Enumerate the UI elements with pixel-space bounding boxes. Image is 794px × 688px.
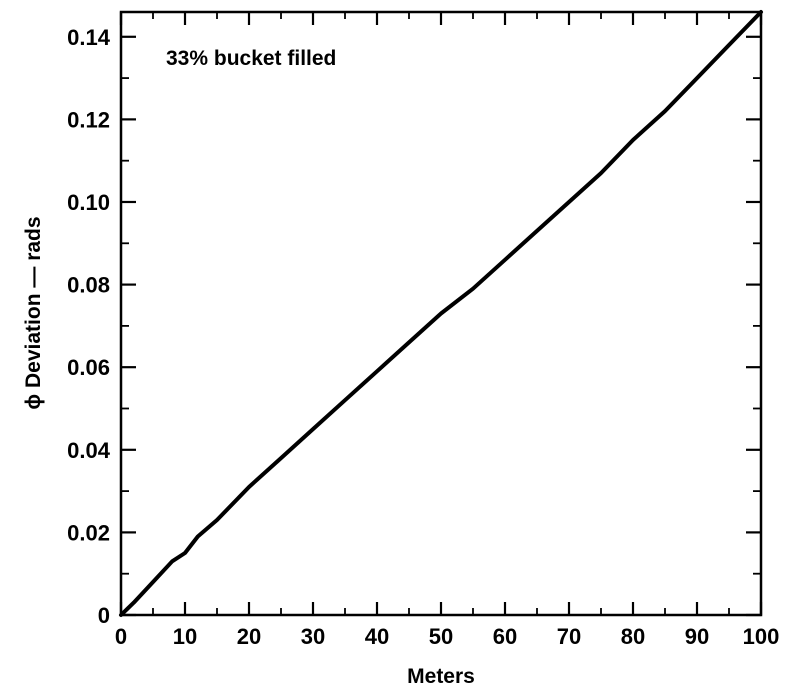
y-tick-label: 0.14: [67, 25, 111, 50]
y-tick-label: 0.02: [67, 520, 110, 545]
axis-ticks: [119, 12, 763, 617]
x-tick-label: 40: [365, 624, 389, 649]
series-group: [119, 10, 763, 617]
y-tick-label: 0: [98, 603, 110, 628]
x-tick-label: 50: [429, 624, 453, 649]
x-tick-label: 60: [493, 624, 517, 649]
x-tick-label: 80: [621, 624, 645, 649]
y-tick-labels: 0 0.02 0.04 0.06 0.08 0.10 0.12 0.14: [67, 25, 111, 628]
x-tick-label: 30: [301, 624, 325, 649]
y-tick-label: 0.06: [67, 355, 110, 380]
x-tick-label: 10: [173, 624, 197, 649]
series-line: [119, 10, 763, 617]
x-tick-label: 20: [237, 624, 261, 649]
x-tick-labels: 0 10 20 30 40 50 60 70 80 90 100: [115, 624, 779, 649]
x-tick-label: 100: [743, 624, 780, 649]
y-tick-label: 0.10: [67, 190, 110, 215]
y-tick-label: 0.12: [67, 107, 110, 132]
x-tick-label: 90: [685, 624, 709, 649]
y-tick-label: 0.04: [67, 438, 111, 463]
x-axis-title: Meters: [407, 665, 475, 688]
chart-annotation: 33% bucket filled: [166, 47, 336, 70]
x-tick-label: 0: [115, 624, 127, 649]
x-tick-label: 70: [557, 624, 581, 649]
y-axis-title: ϕ Deviation — rads: [22, 216, 45, 409]
y-tick-label: 0.08: [67, 273, 110, 298]
